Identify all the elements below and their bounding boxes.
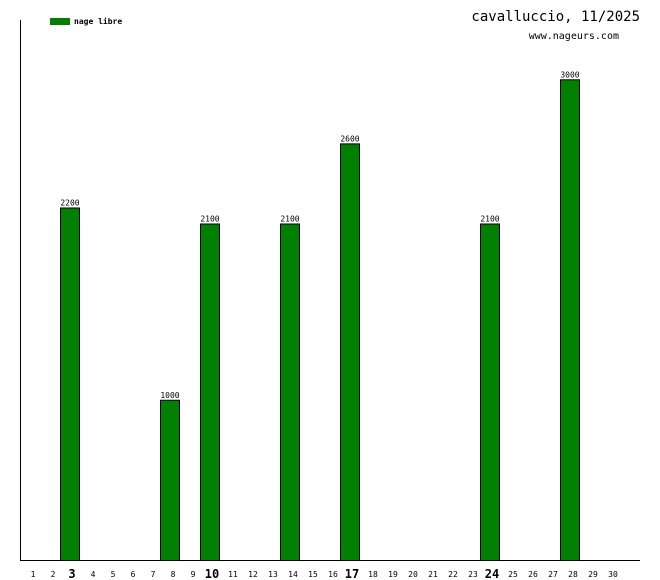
x-tick-label: 14 bbox=[288, 570, 298, 579]
x-tick-label: 1 bbox=[31, 570, 36, 579]
legend: nage libre bbox=[50, 17, 122, 26]
chart-title: cavalluccio, 11/2025 bbox=[471, 9, 640, 25]
x-tick-label: 16 bbox=[328, 570, 338, 579]
bar bbox=[560, 79, 580, 561]
x-tick-label: 6 bbox=[131, 570, 136, 579]
data-label: 2100 bbox=[280, 215, 299, 224]
x-tick-label: 30 bbox=[608, 570, 618, 579]
bar bbox=[160, 399, 180, 561]
x-tick-label: 13 bbox=[268, 570, 278, 579]
x-tick-label: 22 bbox=[448, 570, 458, 579]
x-tick-label: 9 bbox=[191, 570, 196, 579]
bar bbox=[60, 207, 80, 561]
x-tick-label: 15 bbox=[308, 570, 318, 579]
legend-swatch bbox=[50, 18, 70, 25]
x-tick-label: 17 bbox=[345, 567, 359, 580]
x-tick-label: 29 bbox=[588, 570, 598, 579]
x-tick-label: 21 bbox=[428, 570, 438, 579]
x-tick-label: 25 bbox=[508, 570, 518, 579]
data-label: 2100 bbox=[200, 215, 219, 224]
site-url: www.nageurs.com bbox=[528, 31, 619, 42]
x-tick-label: 3 bbox=[68, 567, 75, 580]
bar bbox=[480, 223, 500, 561]
x-tick-label: 12 bbox=[248, 570, 258, 579]
x-tick-label: 7 bbox=[151, 570, 156, 579]
legend-label: nage libre bbox=[74, 17, 123, 26]
x-tick-label: 19 bbox=[388, 570, 398, 579]
x-tick-label: 10 bbox=[205, 567, 219, 580]
x-tick-label: 26 bbox=[528, 570, 538, 579]
data-label: 2600 bbox=[340, 134, 359, 143]
bar bbox=[200, 223, 220, 561]
x-tick-label: 8 bbox=[171, 570, 176, 579]
data-label: 1000 bbox=[160, 391, 179, 400]
data-label: 2100 bbox=[480, 215, 499, 224]
data-label: 3000 bbox=[560, 70, 579, 79]
bar bbox=[340, 143, 360, 561]
x-tick-label: 18 bbox=[368, 570, 378, 579]
x-tick-label: 20 bbox=[408, 570, 418, 579]
x-tick-label: 27 bbox=[548, 570, 558, 579]
x-tick-label: 23 bbox=[468, 570, 478, 579]
x-tick-label: 2 bbox=[51, 570, 56, 579]
bar bbox=[280, 223, 300, 561]
x-tick-label: 28 bbox=[568, 570, 578, 579]
data-label: 2200 bbox=[60, 198, 79, 207]
x-tick-label: 4 bbox=[91, 570, 96, 579]
x-tick-label: 5 bbox=[111, 570, 116, 579]
x-tick-label: 24 bbox=[485, 567, 499, 580]
x-tick-label: 11 bbox=[228, 570, 238, 579]
